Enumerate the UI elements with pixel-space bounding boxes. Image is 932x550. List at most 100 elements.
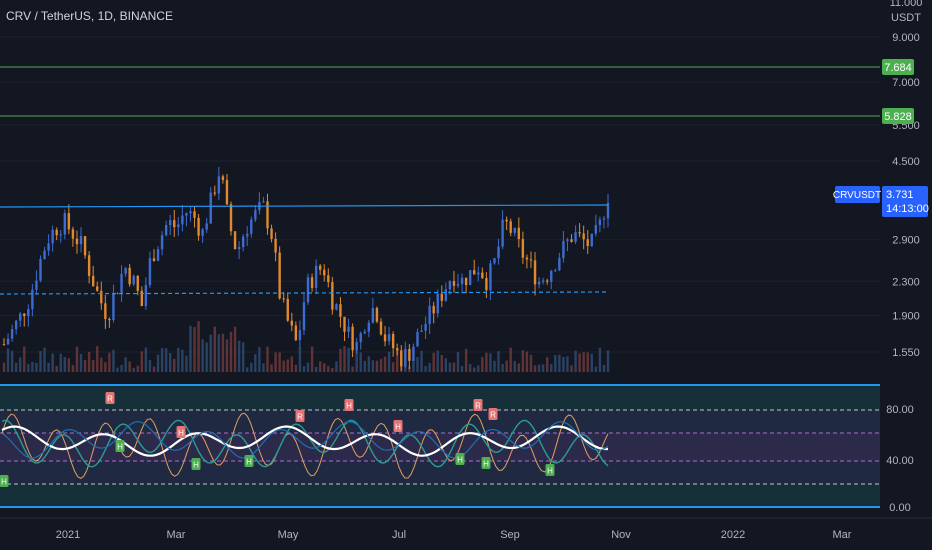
volume-bar	[606, 350, 610, 372]
candle-body	[96, 286, 99, 291]
volume-bar	[493, 360, 496, 372]
candle-body	[525, 257, 529, 260]
time-label-mar-2022: Mar	[833, 529, 852, 541]
support-marker	[455, 453, 465, 465]
volume-bar	[27, 363, 30, 372]
volume-bar	[444, 358, 448, 372]
candle-body	[355, 342, 358, 351]
volume-bar	[306, 362, 310, 372]
candle-body	[181, 215, 184, 225]
candle-body	[19, 313, 22, 321]
volume-bar	[278, 352, 281, 372]
candle-body	[416, 331, 419, 347]
volume-bar	[250, 362, 253, 372]
resistance-trend-line[interactable]	[0, 204, 609, 208]
volume-bar	[529, 354, 533, 372]
volume-bar	[598, 347, 602, 372]
support-dashed-line[interactable]	[0, 291, 609, 295]
oscillator-mid-band	[0, 433, 880, 461]
time-label-2021: 2021	[56, 529, 80, 541]
candle-body	[481, 272, 484, 279]
volume-bar	[432, 352, 435, 372]
time-label-may: May	[278, 529, 299, 541]
volume-bar	[156, 354, 160, 372]
volume-bar	[339, 348, 342, 372]
candle-body	[367, 322, 371, 332]
candle-body	[566, 239, 569, 242]
price-axis[interactable]: 11.000 USDT 9.0007.0005.5004.5002.9002.3…	[833, 0, 932, 518]
candle-body	[602, 218, 606, 220]
candle-body	[205, 223, 208, 230]
volume-bar	[225, 339, 229, 372]
volume-bar	[189, 325, 192, 372]
time-label-mar: Mar	[167, 529, 186, 541]
volume-bar	[128, 361, 131, 372]
support-marker	[545, 464, 555, 476]
volume-bar	[310, 346, 314, 372]
volume-bar	[51, 353, 54, 372]
candle-body	[323, 269, 326, 276]
candle-body	[124, 267, 127, 274]
candle-body	[55, 229, 58, 236]
candle-body	[347, 326, 350, 332]
marker-label: H	[246, 458, 252, 467]
candle-body	[420, 330, 423, 332]
time-label-nov: Nov	[611, 529, 631, 541]
volume-bar	[460, 365, 464, 372]
candle-body	[460, 277, 464, 284]
candle-body	[444, 289, 448, 301]
candle-body	[578, 232, 581, 234]
volume-bar	[477, 365, 480, 372]
candle-body	[396, 348, 399, 351]
candle-body	[63, 213, 67, 235]
volume-bar	[91, 360, 95, 372]
volume-bar	[545, 357, 549, 372]
symbol-title[interactable]: CRV / TetherUS, 1D, BINANCE	[6, 9, 173, 23]
volume-bar	[416, 357, 419, 372]
volume-bar	[205, 342, 208, 372]
volume-bar	[387, 351, 391, 372]
volume-bar	[586, 352, 589, 372]
volume-bar	[570, 365, 573, 372]
volume-bar	[541, 364, 545, 372]
time-axis[interactable]: 2021 Mar May Jul Sep Nov 2022 Mar	[0, 517, 932, 541]
volume-bar	[517, 363, 521, 372]
candle-body	[339, 304, 342, 317]
support-marker	[393, 420, 403, 432]
volume-bar	[323, 363, 326, 372]
candle-body	[6, 338, 10, 345]
volume-bar	[505, 360, 508, 372]
volume-bar	[282, 360, 285, 372]
candle-body	[517, 227, 521, 240]
volume-bar	[302, 366, 306, 372]
candle-body	[39, 258, 42, 281]
volume-bar	[152, 366, 156, 372]
candle-body	[144, 285, 148, 307]
candle-body	[43, 250, 46, 259]
candle-body	[254, 210, 257, 220]
price-axis-currency: USDT	[891, 12, 921, 24]
candle-body	[314, 265, 318, 289]
marker-label: H	[117, 443, 123, 452]
volume-bar	[558, 354, 561, 372]
volume-bars	[2, 321, 610, 372]
candle-body	[509, 221, 512, 233]
candle-body	[424, 323, 427, 331]
volume-bar	[31, 361, 34, 372]
volume-bar	[43, 347, 46, 372]
candle-body	[391, 334, 395, 349]
volume-bar	[481, 357, 484, 372]
volume-bar	[578, 353, 581, 372]
candle-body	[590, 233, 593, 247]
price-tick-label: 4.500	[892, 156, 920, 168]
candle-body	[241, 236, 245, 248]
candle-body	[51, 229, 54, 244]
volume-bar	[71, 365, 75, 372]
volume-bar	[19, 357, 22, 372]
candle-body	[343, 316, 346, 332]
osc-line-smooth	[1, 425, 608, 457]
volume-bar	[266, 346, 269, 372]
candle-body	[428, 305, 431, 324]
resistance-marker	[473, 399, 483, 411]
